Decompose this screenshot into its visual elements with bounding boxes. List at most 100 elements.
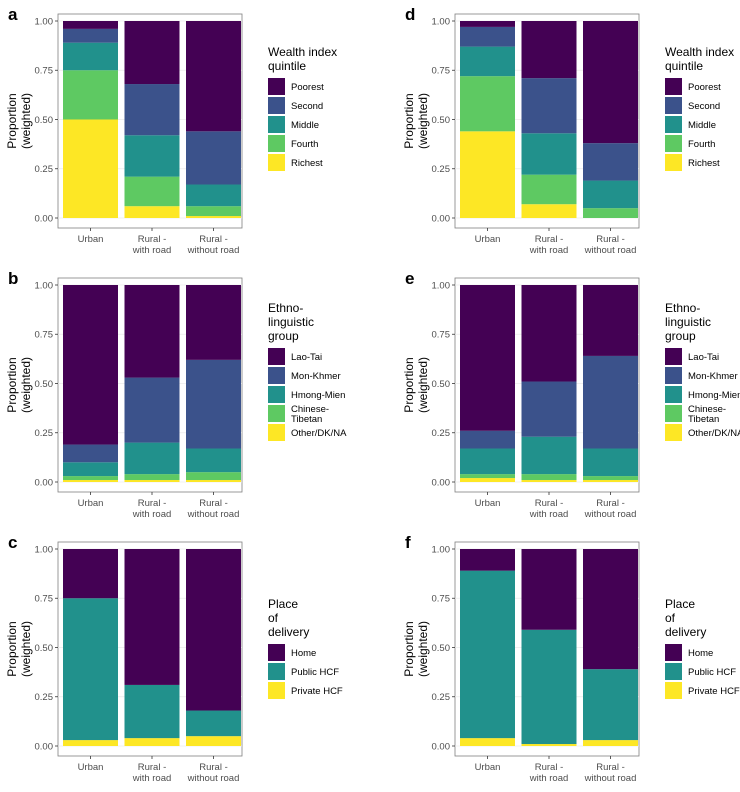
legend-key-b-0 bbox=[268, 348, 285, 365]
x-tick-label-a-0: Urban bbox=[78, 234, 104, 245]
bar-e-0-otherdkna bbox=[460, 478, 515, 482]
bar-f-1-publichcf bbox=[521, 629, 577, 745]
legend-title-c: Place of delivery bbox=[268, 597, 309, 639]
bar-d-1-richest bbox=[521, 204, 577, 218]
legend-key-a-4 bbox=[268, 154, 285, 171]
legend-label-f-1: Public HCF bbox=[688, 667, 736, 678]
legend-label-d-1: Second bbox=[688, 101, 720, 112]
y-axis-label-a: Proportion(weighted) bbox=[5, 93, 33, 149]
y-tick-label-f-1: 0.25 bbox=[432, 692, 451, 703]
bar-b-0-laotai bbox=[63, 285, 118, 445]
x-tick-label-f-1: Rural -with road bbox=[529, 762, 569, 784]
bar-a-2-richest bbox=[186, 216, 241, 218]
legend-key-a-0 bbox=[268, 78, 285, 95]
y-tick-label-b-3: 0.75 bbox=[35, 330, 54, 341]
bar-a-1-poorest bbox=[124, 21, 180, 85]
y-tick-label-a-1: 0.25 bbox=[35, 164, 54, 175]
bar-a-1-middle bbox=[124, 135, 180, 177]
legend-key-e-4 bbox=[665, 424, 682, 441]
panel-d: d Proportion(weighted) 0.00 0.25 0.50 0.75 1.0… bbox=[397, 0, 740, 264]
x-tick-label-e-1: Rural -with road bbox=[529, 498, 569, 520]
legend-label-f-2: Private HCF bbox=[688, 686, 740, 697]
bar-e-2-monkhmer bbox=[583, 355, 638, 449]
bar-d-2-fourth bbox=[583, 208, 638, 218]
bar-d-1-fourth bbox=[521, 174, 577, 205]
y-tick-label-d-3: 0.75 bbox=[432, 66, 451, 77]
x-tick-label-a-2: Rural -without road bbox=[187, 234, 240, 256]
legend-key-f-0 bbox=[665, 644, 682, 661]
y-tick-label-f-4: 1.00 bbox=[432, 544, 451, 555]
legend-label-b-3: Chinese-Tibetan bbox=[291, 404, 329, 425]
bar-b-1-chinesetibetan bbox=[124, 474, 180, 481]
bar-b-1-laotai bbox=[124, 285, 180, 378]
legend-key-b-2 bbox=[268, 386, 285, 403]
bar-a-0-richest bbox=[63, 119, 118, 218]
y-tick-label-c-0: 0.00 bbox=[35, 741, 54, 752]
legend-label-a-4: Richest bbox=[291, 158, 323, 169]
bar-a-2-poorest bbox=[186, 21, 241, 132]
legend-key-a-2 bbox=[268, 116, 285, 133]
panel-letter-b: b bbox=[8, 269, 18, 288]
legend-key-b-3 bbox=[268, 405, 285, 422]
legend-label-c-2: Private HCF bbox=[291, 686, 343, 697]
panel-letter-e: e bbox=[405, 269, 414, 288]
panel-b: b Proportion(weighted) 0.00 0.25 0.50 0.75 1.0… bbox=[0, 264, 370, 528]
y-tick-label-e-2: 0.50 bbox=[432, 379, 451, 390]
bar-d-2-second bbox=[583, 143, 638, 181]
bar-b-1-monkhmer bbox=[124, 377, 180, 443]
y-tick-label-d-1: 0.25 bbox=[432, 164, 451, 175]
y-tick-label-a-0: 0.00 bbox=[35, 213, 54, 224]
bar-b-2-hmongmien bbox=[186, 448, 241, 473]
bar-c-2-privatehcf bbox=[186, 736, 241, 746]
y-tick-label-b-4: 1.00 bbox=[35, 280, 54, 291]
bar-d-1-second bbox=[521, 78, 577, 134]
bar-b-1-otherdkna bbox=[124, 480, 180, 482]
bar-c-0-home bbox=[63, 549, 118, 599]
legend-label-e-0: Lao-Tai bbox=[688, 352, 719, 363]
bar-f-0-publichcf bbox=[460, 570, 515, 739]
bar-e-2-otherdkna bbox=[583, 480, 638, 482]
bar-f-1-privatehcf bbox=[521, 744, 577, 746]
bar-c-2-home bbox=[186, 549, 241, 711]
panel-letter-d: d bbox=[405, 5, 415, 24]
y-tick-label-f-3: 0.75 bbox=[432, 594, 451, 605]
legend-label-d-3: Fourth bbox=[688, 139, 715, 150]
bar-f-2-publichcf bbox=[583, 669, 638, 741]
bar-c-1-home bbox=[124, 549, 180, 685]
legend-key-a-1 bbox=[268, 97, 285, 114]
bar-c-1-publichcf bbox=[124, 684, 180, 739]
bar-e-2-laotai bbox=[583, 285, 638, 356]
panel-e: e Proportion(weighted) 0.00 0.25 0.50 0.75 1.0… bbox=[397, 264, 740, 528]
bar-b-0-chinesetibetan bbox=[63, 476, 118, 481]
legend-label-d-4: Richest bbox=[688, 158, 720, 169]
legend-label-b-0: Lao-Tai bbox=[291, 352, 322, 363]
y-tick-label-c-2: 0.50 bbox=[35, 643, 54, 654]
bar-d-1-middle bbox=[521, 133, 577, 175]
bar-d-0-second bbox=[460, 26, 515, 47]
bar-a-0-poorest bbox=[63, 21, 118, 29]
y-tick-label-b-1: 0.25 bbox=[35, 428, 54, 439]
bar-d-0-fourth bbox=[460, 76, 515, 132]
x-tick-label-b-0: Urban bbox=[78, 498, 104, 509]
bar-b-0-monkhmer bbox=[63, 444, 118, 463]
bar-c-0-publichcf bbox=[63, 598, 118, 741]
legend-label-a-0: Poorest bbox=[291, 82, 324, 93]
bar-d-1-poorest bbox=[521, 21, 577, 79]
y-tick-label-a-3: 0.75 bbox=[35, 66, 54, 77]
bar-a-0-middle bbox=[63, 42, 118, 71]
y-tick-label-c-4: 1.00 bbox=[35, 544, 54, 555]
y-tick-label-b-0: 0.00 bbox=[35, 477, 54, 488]
legend-key-e-2 bbox=[665, 386, 682, 403]
legend-label-e-1: Mon-Khmer bbox=[688, 371, 738, 382]
legend-key-d-3 bbox=[665, 135, 682, 152]
y-axis-label-e: Proportion(weighted) bbox=[402, 357, 430, 413]
bar-b-1-hmongmien bbox=[124, 442, 180, 475]
legend-key-d-4 bbox=[665, 154, 682, 171]
legend-key-a-3 bbox=[268, 135, 285, 152]
bar-e-1-otherdkna bbox=[521, 480, 577, 482]
y-tick-label-f-0: 0.00 bbox=[432, 741, 451, 752]
bar-a-0-fourth bbox=[63, 70, 118, 120]
legend-key-d-0 bbox=[665, 78, 682, 95]
x-tick-label-d-2: Rural -without road bbox=[584, 234, 637, 256]
bar-f-1-home bbox=[521, 549, 577, 630]
